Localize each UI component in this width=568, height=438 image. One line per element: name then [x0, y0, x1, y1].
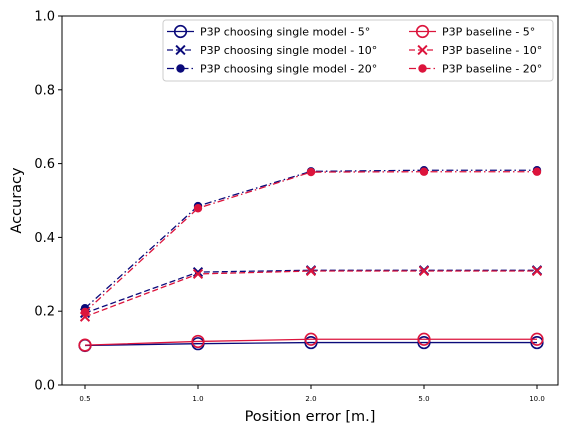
legend-entry-6: P3P baseline - 20° [409, 63, 542, 76]
legend-label-5: P3P baseline - 10° [442, 44, 542, 57]
data-point-4-4 [417, 332, 431, 346]
series-line-1 [84, 341, 537, 347]
y-tick-label: 0.6 [34, 157, 55, 172]
legend-entry-2: P3P choosing single model - 10° [167, 44, 377, 57]
data-point-5-2 [192, 268, 204, 280]
legend-box [162, 19, 554, 82]
legend-marker-6 [418, 64, 427, 73]
legend-marker-4 [415, 24, 430, 39]
data-point-4-2 [191, 334, 205, 349]
legend-label-1: P3P choosing single model - 5° [200, 26, 370, 39]
data-point-4-3 [304, 332, 318, 346]
x-tick-label: 1.0 [192, 395, 203, 403]
series-line-4 [84, 338, 537, 346]
legend-label-6: P3P baseline - 20° [442, 63, 542, 76]
data-point-1-5 [530, 335, 544, 350]
legend-marker-3 [176, 64, 185, 73]
legend-label-2: P3P choosing single model - 10° [200, 44, 377, 57]
data-point-6-4 [419, 167, 429, 176]
x-axis-title: Position error [m.] [245, 409, 376, 425]
legend-label-3: P3P choosing single model - 20° [200, 63, 377, 76]
series-4 [78, 332, 544, 352]
y-tick-label: 0.2 [34, 305, 55, 320]
y-tick-label: 0.0 [34, 379, 55, 394]
legend: P3P choosing single model - 5° P3P choosi… [162, 19, 554, 82]
series-line-2 [84, 269, 537, 314]
y-tick-label: 0.8 [34, 83, 55, 98]
legend-marker-2 [175, 44, 186, 56]
x-tick-label: 5.0 [418, 395, 429, 403]
legend-entry-1: P3P choosing single model - 5° [167, 24, 370, 39]
y-tick-label: 0.4 [34, 231, 55, 246]
x-tick-label: 2.0 [305, 395, 316, 403]
legend-marker-5 [417, 44, 428, 56]
legend-entry-5: P3P baseline - 10° [409, 44, 542, 57]
ticks-layer: 0.0 0.2 0.4 0.6 0.8 1.0 0.5 1.0 2.0 5.0 10.0 [34, 10, 544, 404]
data-point-6-3 [306, 167, 316, 177]
series-line-3 [84, 169, 537, 309]
x-tick-label: 10.0 [529, 395, 545, 403]
data-point-1-3 [304, 335, 318, 350]
plot-frame [61, 15, 559, 386]
data-point-4-1 [78, 338, 92, 352]
data-point-5-3 [305, 265, 317, 277]
series-6 [80, 167, 542, 317]
data-point-5-4 [418, 265, 430, 277]
series-layer [78, 166, 544, 353]
legend-entry-4: P3P baseline - 5° [409, 24, 535, 39]
data-point-4-5 [530, 332, 544, 346]
data-point-6-5 [532, 167, 542, 176]
data-point-6-2 [193, 204, 203, 213]
data-point-1-4 [417, 335, 431, 350]
y-axis-title: Accuracy [9, 167, 25, 234]
data-point-6-1 [80, 307, 90, 317]
y-tick-label: 1.0 [34, 10, 55, 25]
data-point-5-5 [531, 265, 543, 277]
x-tick-label: 0.5 [79, 395, 90, 403]
legend-marker-1 [173, 24, 188, 39]
legend-label-4: P3P baseline - 5° [442, 26, 535, 39]
legend-entry-3: P3P choosing single model - 20° [167, 63, 377, 76]
